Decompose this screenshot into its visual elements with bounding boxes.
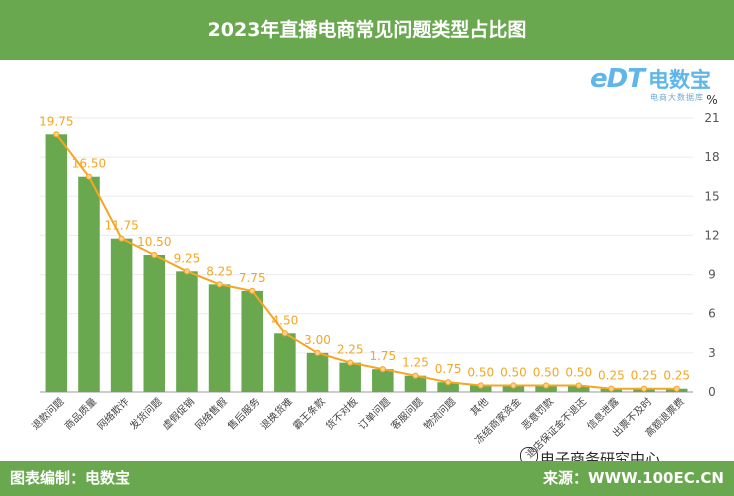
line-point xyxy=(575,382,582,389)
x-tick-label: 售后服务 xyxy=(225,395,262,432)
x-tick-label: 网络售假 xyxy=(192,395,229,432)
x-tick-label: 其他 xyxy=(468,395,491,418)
y-tick-label: 12 xyxy=(704,228,719,242)
y-tick-label: 0 xyxy=(708,385,716,399)
line-point xyxy=(314,349,321,356)
line-point xyxy=(183,268,191,275)
line-point xyxy=(85,173,93,180)
logo-brand: 电数宝 xyxy=(648,68,711,92)
bar xyxy=(372,369,394,392)
x-tick-label: 退款问题 xyxy=(29,395,66,432)
x-tick-label: 订单问题 xyxy=(355,395,392,432)
line-point xyxy=(510,382,517,389)
bar xyxy=(274,333,296,392)
data-label: 0.25 xyxy=(598,369,625,383)
bar xyxy=(535,385,557,392)
data-label: 0.75 xyxy=(435,362,462,376)
y-axis-unit: % xyxy=(706,93,717,107)
y-tick-label: 18 xyxy=(704,150,719,164)
y-tick-label: 15 xyxy=(704,189,719,203)
title-bar: 2023年直播电商常见问题类型占比图 xyxy=(0,0,734,60)
line-point xyxy=(673,385,680,392)
x-tick-label: 客服问题 xyxy=(388,395,425,432)
y-tick-label: 21 xyxy=(704,111,719,125)
line-point xyxy=(151,251,158,259)
line-point xyxy=(281,330,288,337)
y-tick-label: 3 xyxy=(708,346,716,360)
data-label: 0.50 xyxy=(467,365,494,379)
data-label: 9.25 xyxy=(174,251,201,265)
data-label: 2.25 xyxy=(337,343,364,357)
line-point xyxy=(608,385,615,392)
logo: eDT 电数宝 电商大数据库 xyxy=(590,62,730,108)
bar xyxy=(143,255,166,392)
line-point xyxy=(445,379,452,386)
data-label: 0.25 xyxy=(663,369,690,383)
logo-tagline: 电商大数据库 xyxy=(650,93,704,102)
bar xyxy=(110,238,133,392)
footer-source: 来源：WWW.100EC.CN xyxy=(543,469,724,487)
bar xyxy=(437,382,459,392)
x-tick-label: 退换货难 xyxy=(258,395,295,432)
y-tick-label: 9 xyxy=(708,268,716,282)
x-tick-label: 虚假促销 xyxy=(160,395,197,432)
line-point xyxy=(216,281,223,288)
chart-title: 2023年直播电商常见问题类型占比图 xyxy=(207,19,527,41)
x-tick-label: 商品质量 xyxy=(62,395,99,432)
data-label: 0.50 xyxy=(565,365,592,379)
x-tick-label: 发货问题 xyxy=(127,395,164,432)
data-label: 8.25 xyxy=(206,264,233,278)
data-label: 4.50 xyxy=(272,313,299,327)
x-tick-label: 物流问题 xyxy=(421,395,458,432)
bar xyxy=(567,385,590,392)
y-tick-label: 6 xyxy=(708,307,716,321)
footer-credit: 图表编制：电数宝 xyxy=(10,469,131,487)
data-label: 11.75 xyxy=(104,219,138,233)
x-tick-label: 货不对板 xyxy=(323,395,360,432)
data-label: 16.50 xyxy=(72,157,106,171)
bar xyxy=(502,385,525,392)
bar xyxy=(78,176,100,392)
x-tick-label: 霸王条款 xyxy=(290,395,327,432)
bar xyxy=(176,271,198,392)
data-label: 0.25 xyxy=(631,369,658,383)
x-tick-label: 网络欺诈 xyxy=(94,395,131,432)
bar xyxy=(339,362,361,392)
bar xyxy=(241,290,263,392)
line-point xyxy=(347,359,354,366)
line-point xyxy=(249,287,256,294)
line-point xyxy=(477,382,484,389)
bar xyxy=(404,375,427,392)
data-label: 7.75 xyxy=(239,271,266,285)
bar xyxy=(208,284,231,392)
data-label: 1.75 xyxy=(369,349,396,363)
bar xyxy=(45,134,68,393)
footer-bar: 图表编制：电数宝 来源：WWW.100EC.CN xyxy=(0,461,734,496)
line-point xyxy=(53,131,60,138)
line-point xyxy=(542,382,550,389)
logo-mark: eDT xyxy=(590,64,645,94)
line-point xyxy=(412,372,419,379)
data-label: 0.50 xyxy=(533,365,560,379)
data-label: 19.75 xyxy=(39,114,73,128)
line-point xyxy=(640,385,648,392)
line-series xyxy=(55,133,677,390)
data-label: 3.00 xyxy=(304,333,331,347)
data-label: 0.50 xyxy=(500,365,527,379)
line-point xyxy=(118,235,125,242)
line-point xyxy=(379,366,386,373)
bar xyxy=(470,385,492,392)
bar xyxy=(306,352,329,392)
data-label: 1.25 xyxy=(402,356,429,370)
data-label: 10.50 xyxy=(137,235,171,249)
